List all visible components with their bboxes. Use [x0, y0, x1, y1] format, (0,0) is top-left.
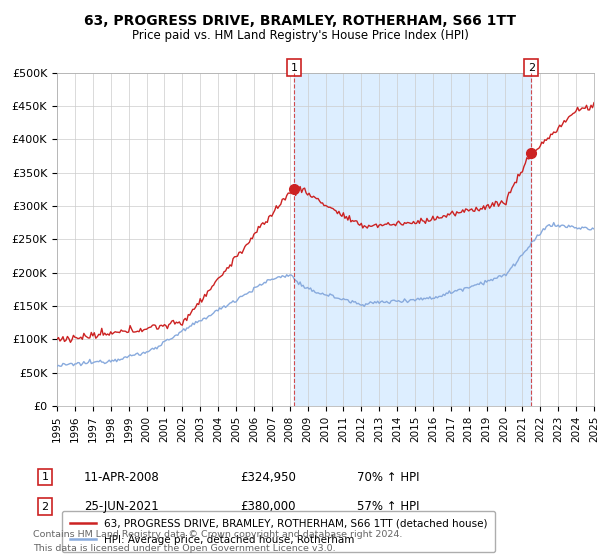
Text: £380,000: £380,000 [240, 500, 296, 514]
Text: 2: 2 [41, 502, 49, 512]
Text: 2: 2 [528, 63, 535, 73]
Text: 1: 1 [41, 472, 49, 482]
Bar [294, 73, 532, 406]
Text: 63, PROGRESS DRIVE, BRAMLEY, ROTHERHAM, S66 1TT: 63, PROGRESS DRIVE, BRAMLEY, ROTHERHAM, … [84, 14, 516, 28]
Text: Price paid vs. HM Land Registry's House Price Index (HPI): Price paid vs. HM Land Registry's House … [131, 29, 469, 42]
Text: £324,950: £324,950 [240, 470, 296, 484]
Text: 70% ↑ HPI: 70% ↑ HPI [357, 470, 419, 484]
Text: This data is licensed under the Open Government Licence v3.0.: This data is licensed under the Open Gov… [33, 544, 335, 553]
Text: 25-JUN-2021: 25-JUN-2021 [84, 500, 159, 514]
Text: 1: 1 [290, 63, 298, 73]
Text: 57% ↑ HPI: 57% ↑ HPI [357, 500, 419, 514]
Legend: 63, PROGRESS DRIVE, BRAMLEY, ROTHERHAM, S66 1TT (detached house), HPI: Average p: 63, PROGRESS DRIVE, BRAMLEY, ROTHERHAM, … [62, 511, 494, 552]
Text: 11-APR-2008: 11-APR-2008 [84, 470, 160, 484]
Text: Contains HM Land Registry data © Crown copyright and database right 2024.: Contains HM Land Registry data © Crown c… [33, 530, 403, 539]
